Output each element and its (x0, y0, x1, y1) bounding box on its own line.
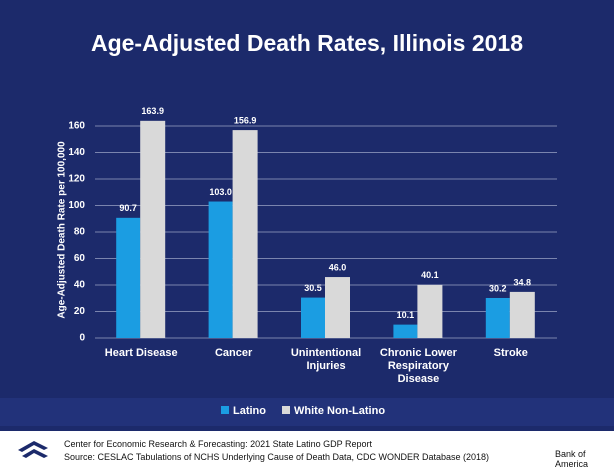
value-label: 30.2 (489, 283, 507, 293)
background (0, 0, 614, 431)
legend-label: Latino (233, 405, 266, 417)
value-label: 40.1 (421, 270, 439, 280)
bar (301, 297, 325, 338)
x-tick-label: Cancer (214, 347, 253, 359)
legend-band (0, 398, 614, 426)
chart-title: Age-Adjusted Death Rates, Illinois 2018 (91, 30, 523, 56)
bar (509, 291, 535, 338)
y-tick-label: 20 (74, 306, 86, 317)
value-label: 34.8 (514, 277, 532, 287)
legend-swatch (221, 406, 229, 414)
value-label: 30.5 (304, 283, 322, 293)
bar (208, 201, 233, 338)
bar (325, 277, 350, 338)
y-tick-label: 100 (68, 200, 85, 211)
value-label: 163.9 (141, 106, 164, 116)
footer-line: Center for Economic Research & Forecasti… (64, 439, 372, 449)
x-tick-label: Chronic Lower Respiratory Disease (379, 347, 457, 385)
bar (393, 324, 418, 338)
value-label: 103.0 (209, 187, 232, 197)
value-label: 156.9 (234, 115, 257, 125)
value-label: 90.7 (119, 203, 137, 213)
bar (116, 217, 141, 338)
bar (417, 284, 443, 338)
y-tick-label: 140 (68, 147, 85, 158)
x-tick-label: Unintentional Injuries (290, 347, 362, 372)
legend-swatch (282, 406, 290, 414)
bar (140, 120, 166, 339)
value-label: 46.0 (329, 262, 347, 272)
y-tick-label: 0 (79, 333, 85, 344)
y-tick-label: 160 (68, 121, 85, 132)
value-label: 10.1 (397, 310, 415, 320)
bar (232, 130, 258, 338)
x-tick-label: Stroke (493, 347, 528, 359)
legend-label: White Non-Latino (294, 405, 385, 417)
y-tick-label: 60 (74, 253, 86, 264)
footer-line: Source: CESLAC Tabulations of NCHS Under… (64, 452, 490, 462)
x-tick-label: Heart Disease (104, 347, 178, 359)
bar (485, 297, 510, 338)
logo (18, 441, 48, 458)
y-tick-label: 120 (68, 174, 85, 185)
y-tick-label: 40 (74, 280, 86, 291)
y-axis-label: Age-Adjusted Death Rate per 100,000 (57, 141, 68, 319)
y-tick-label: 80 (74, 227, 86, 238)
brand: Bank of America (555, 449, 589, 469)
